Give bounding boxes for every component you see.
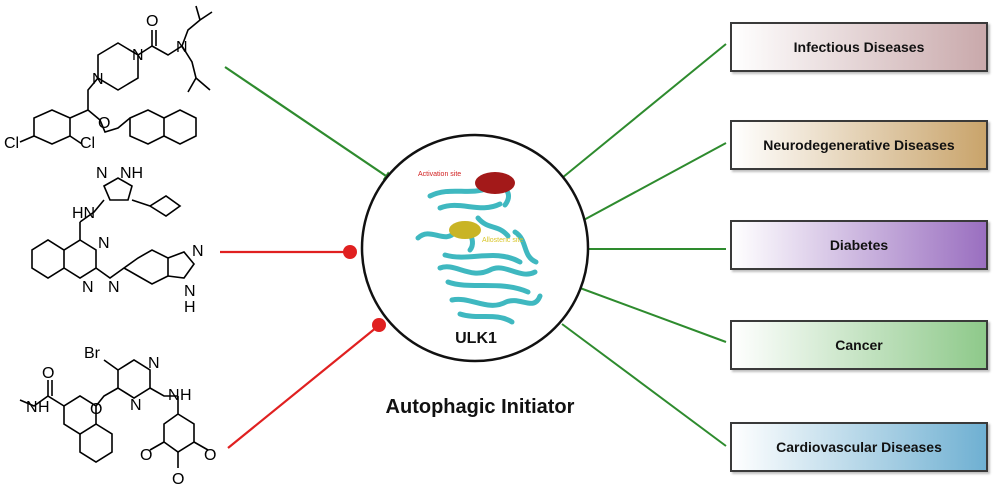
disease-label-diabetes: Diabetes — [829, 237, 889, 253]
compound-2-atom-H: H — [184, 299, 196, 316]
compound-3-atom-O-carbonyl: O — [42, 365, 54, 382]
disease-box-cardiovascular: Cardiovascular Diseases — [730, 422, 988, 472]
compound-3-atom-O-ether: O — [90, 401, 102, 418]
inhibition-dot-2 — [372, 318, 386, 332]
compound-1-atom-N2: N — [132, 47, 144, 64]
compound-2-atom-N: N — [96, 165, 108, 182]
disease-label-infectious: Infectious Diseases — [793, 39, 925, 55]
compound-1-atom-N1: N — [176, 39, 188, 56]
activation-site-label: Activation site — [418, 171, 461, 178]
compound-2-atom-N-ring2: N — [82, 279, 94, 296]
compound-3-atom-O-methoxy3: O — [204, 447, 216, 464]
compound-2-atom-N-imid2: N — [184, 283, 196, 300]
disease-box-neurodegenerative: Neurodegenerative Diseases — [730, 120, 988, 170]
compound-2-atom-N-bridge: N — [108, 279, 120, 296]
compound-3-structure — [19, 359, 209, 468]
diagram-caption: Autophagic Initiator — [385, 396, 575, 418]
compound-3-atom-N-amine: N — [168, 387, 180, 404]
compound-3-atom-H-amine: H — [180, 387, 192, 404]
allosteric-site-blob — [449, 221, 481, 239]
activation-site-blob — [475, 172, 515, 194]
compound-2-structure — [31, 177, 196, 285]
compound-1-atom-Cl1: Cl — [4, 135, 19, 152]
compound-3-atom-N-amide: N — [26, 399, 38, 416]
compound-3-atom-Br: Br — [84, 345, 101, 362]
disease-box-cancer: Cancer — [730, 320, 988, 370]
inhibition-line-2 — [227, 326, 378, 449]
compound-3-atom-N-pyr2: N — [130, 397, 142, 414]
compound-1-structure — [19, 5, 213, 145]
activation-arrow — [224, 66, 394, 182]
disease-label-neurodegenerative: Neurodegenerative Diseases — [763, 137, 955, 153]
compound-3-atom-H-amide: H — [38, 399, 50, 416]
disease-link-2 — [579, 142, 727, 223]
compound-2-atom-NH: NH — [120, 165, 143, 182]
compound-1-atom-Cl2: Cl — [80, 135, 95, 152]
compound-1-atom-O-ether: O — [98, 115, 110, 132]
disease-link-1 — [561, 43, 727, 179]
inhibition-dot-1 — [343, 245, 357, 259]
allosteric-site-label: Allosteric site — [482, 237, 523, 244]
disease-box-diabetes: Diabetes — [730, 220, 988, 270]
disease-link-4 — [579, 287, 727, 343]
disease-label-cardiovascular: Cardiovascular Diseases — [776, 439, 942, 455]
target-label: ULK1 — [455, 330, 497, 347]
compound-3-atom-O-methoxy2: O — [172, 471, 184, 488]
disease-box-infectious: Infectious Diseases — [730, 22, 988, 72]
compound-1-atom-N3: N — [92, 71, 104, 88]
compound-3-atom-O-methoxy1: O — [140, 447, 152, 464]
compound-2-atom-N-ring1: N — [98, 235, 110, 252]
compound-2-atom-N-imid1: N — [192, 243, 204, 260]
disease-label-cancer: Cancer — [835, 337, 883, 353]
compound-3-atom-N-pyr1: N — [148, 355, 160, 372]
compound-1-atom-O-carbonyl: O — [146, 13, 158, 30]
compound-2-atom-HN: HN — [72, 205, 95, 222]
disease-link-5 — [561, 323, 727, 447]
